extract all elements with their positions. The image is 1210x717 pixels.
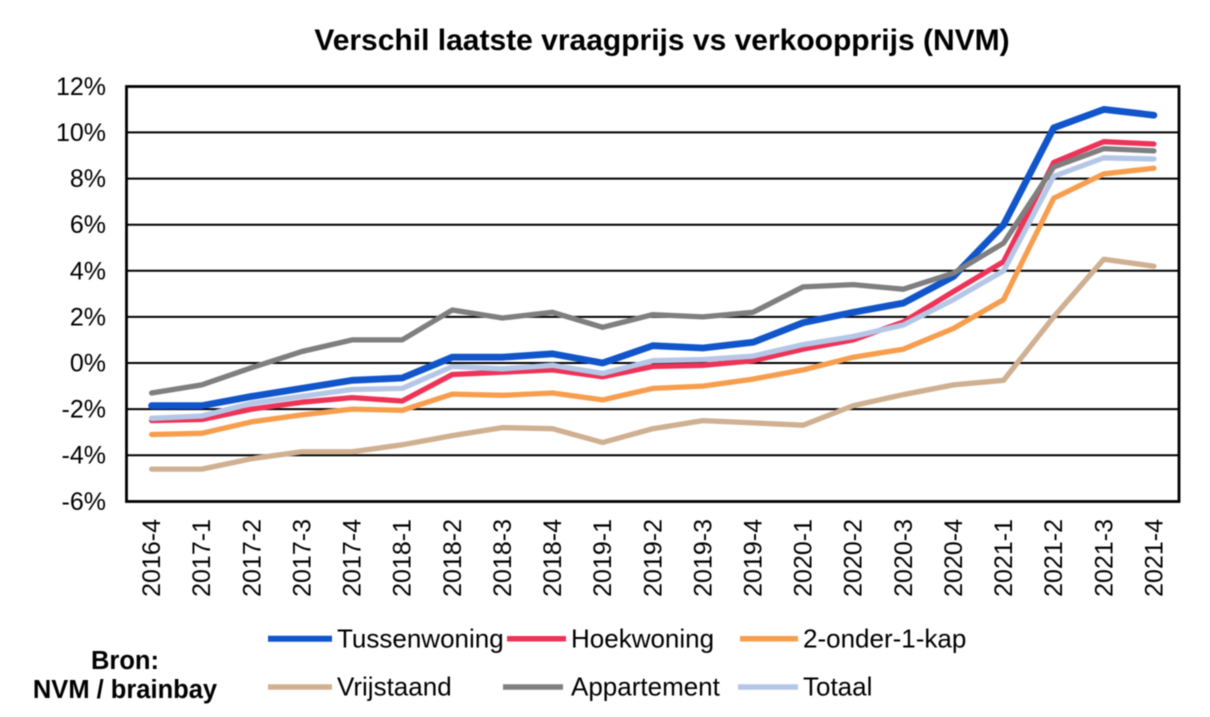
svg-text:Appartement: Appartement (571, 672, 721, 702)
svg-text:NVM / brainbay: NVM / brainbay (33, 676, 218, 704)
svg-text:2-onder-1-kap: 2-onder-1-kap (803, 624, 966, 654)
svg-text:2019-3: 2019-3 (689, 519, 717, 597)
svg-text:Tussenwoning: Tussenwoning (337, 624, 504, 654)
svg-text:2020-1: 2020-1 (790, 519, 818, 597)
svg-text:2020-3: 2020-3 (890, 519, 918, 597)
svg-text:12%: 12% (56, 73, 106, 101)
svg-text:2017-3: 2017-3 (288, 519, 316, 597)
svg-text:2%: 2% (70, 303, 106, 331)
svg-text:2018-2: 2018-2 (439, 519, 467, 597)
svg-text:2021-2: 2021-2 (1040, 519, 1068, 597)
svg-text:2019-4: 2019-4 (740, 519, 768, 597)
svg-text:Bron:: Bron: (91, 647, 159, 675)
svg-text:2017-1: 2017-1 (188, 519, 216, 597)
svg-text:2021-1: 2021-1 (990, 519, 1018, 597)
svg-text:2021-3: 2021-3 (1090, 519, 1118, 597)
svg-text:-2%: -2% (62, 396, 106, 424)
svg-text:2018-4: 2018-4 (539, 519, 567, 597)
svg-text:Vrijstaand: Vrijstaand (337, 672, 452, 702)
svg-text:-4%: -4% (62, 442, 106, 470)
svg-text:Hoekwoning: Hoekwoning (571, 624, 714, 654)
svg-text:-6%: -6% (62, 488, 106, 516)
svg-text:2020-4: 2020-4 (940, 519, 968, 597)
svg-text:10%: 10% (56, 119, 106, 147)
svg-text:8%: 8% (70, 165, 106, 193)
svg-text:2020-2: 2020-2 (840, 519, 868, 597)
svg-text:2018-3: 2018-3 (489, 519, 517, 597)
svg-text:4%: 4% (70, 257, 106, 285)
svg-text:0%: 0% (70, 350, 106, 378)
svg-text:2017-4: 2017-4 (339, 519, 367, 597)
svg-text:Verschil laatste vraagprijs vs: Verschil laatste vraagprijs vs verkooppr… (314, 24, 1009, 57)
svg-text:6%: 6% (70, 211, 106, 239)
svg-text:2018-1: 2018-1 (389, 519, 417, 597)
svg-text:2019-2: 2019-2 (639, 519, 667, 597)
svg-text:Totaal: Totaal (803, 672, 872, 702)
svg-text:2016-4: 2016-4 (138, 519, 166, 597)
svg-text:2021-4: 2021-4 (1140, 519, 1168, 597)
svg-text:2017-2: 2017-2 (238, 519, 266, 597)
svg-text:2019-1: 2019-1 (589, 519, 617, 597)
